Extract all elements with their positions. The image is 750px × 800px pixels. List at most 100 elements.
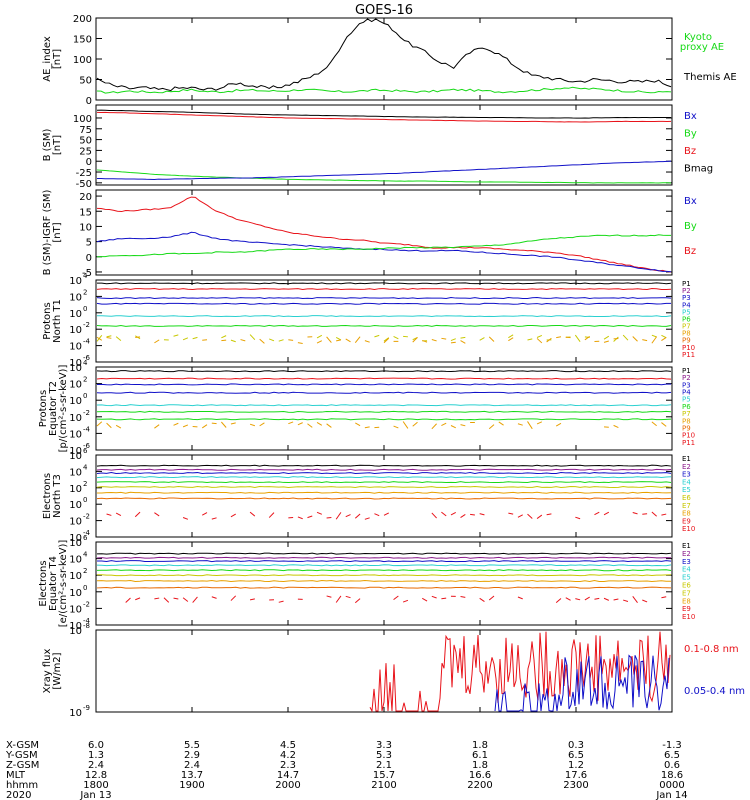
series-segment-p7 [527, 338, 533, 341]
ephemeris-value: 4.5 [280, 740, 296, 751]
ephemeris-row-label: 2020 [6, 790, 31, 800]
y-tick-label: 50 [79, 76, 92, 87]
series-segment-p8 [96, 336, 103, 341]
series-segment-e9 [154, 597, 160, 600]
y-tick-exponent: -4 [83, 529, 91, 537]
series-segment-e9 [613, 598, 619, 601]
series-segment-p8 [364, 426, 370, 429]
legend-label: E4 [682, 566, 691, 574]
series-segment-e9 [575, 516, 581, 520]
series-segment-p8 [613, 424, 619, 429]
y-tick-exponent: -6 [83, 442, 91, 450]
series-segment-p8 [441, 337, 447, 340]
y-tick-exponent: -2 [83, 513, 90, 521]
series-segment-e9 [488, 595, 495, 601]
legend-label: P3 [682, 294, 691, 302]
y-tick-label: 10 [69, 446, 82, 457]
series-segment-p8 [460, 340, 466, 344]
ephemeris-value: 1800 [83, 780, 108, 791]
series-line-e5 [96, 569, 672, 572]
ephemeris-value: 14.7 [277, 770, 299, 781]
y-tick-label: 10 [69, 451, 82, 462]
legend-label: P7 [682, 323, 691, 331]
y-tick-label: 0 [86, 96, 92, 107]
series-segment-p8 [326, 336, 332, 343]
series-segment-e9 [460, 514, 466, 519]
series-segment-e9 [307, 515, 313, 519]
y-tick-label: 10 [69, 484, 82, 495]
legend-label: E2 [682, 463, 691, 471]
y-axis-label: [e/(cm²-s-sr-keV)] [58, 540, 69, 628]
series-segment-p8 [240, 339, 246, 342]
y-tick-label: 100 [73, 55, 92, 66]
series-segment-p8 [536, 338, 543, 344]
series-segment-e9 [268, 512, 275, 518]
series-segment-p7 [249, 334, 256, 341]
series-segment-e9 [546, 513, 552, 516]
series-segment-e9 [154, 512, 160, 517]
series-segment-p8 [431, 338, 437, 342]
ephemeris-value: 2.3 [280, 760, 296, 771]
ephemeris-value: 2000 [275, 780, 300, 791]
series-line-p6 [96, 410, 672, 413]
series-segment-e9 [115, 512, 122, 517]
series-segment-p8 [383, 337, 390, 344]
series-line-e8 [96, 586, 672, 589]
series-segment-e9 [623, 599, 629, 602]
series-segment-e9 [470, 513, 475, 516]
y-tick-label: -25 [76, 168, 92, 179]
y-tick-exponent: 2 [83, 567, 87, 575]
series-segment-p7 [335, 336, 342, 341]
series-line-xray-long [369, 631, 671, 713]
series-segment-e9 [182, 517, 189, 520]
series-line-e7 [96, 580, 672, 582]
series-segment-e9 [450, 511, 456, 516]
series-segment-p7 [278, 339, 284, 342]
legend-label: P4 [682, 389, 691, 397]
y-tick-exponent: -4 [83, 425, 91, 433]
y-tick-exponent: 6 [83, 534, 88, 542]
ephemeris-value: 2100 [371, 780, 396, 791]
series-segment-p7 [182, 337, 189, 341]
series-segment-p8 [211, 422, 217, 425]
legend-label: P10 [682, 432, 695, 440]
series-segment-p8 [450, 425, 456, 429]
ephemeris-value: 6.1 [472, 750, 488, 761]
series-segment-e9 [603, 511, 610, 516]
series-line-p5 [96, 315, 672, 318]
series-line-e2 [96, 556, 672, 559]
ephemeris-row-label: X-GSM [6, 740, 39, 751]
y-tick-label: 10 [69, 276, 82, 287]
ephemeris-value: 0.6 [664, 760, 680, 771]
series-segment-e9 [211, 517, 217, 520]
series-segment-p8 [517, 423, 523, 426]
legend-label: E10 [682, 613, 695, 621]
legend-label: Kyoto [684, 32, 712, 43]
ephemeris-value: 3.3 [376, 740, 392, 751]
legend-label: 0.1-0.8 nm [684, 644, 739, 655]
series-segment-p8 [508, 337, 514, 342]
legend-label: E5 [682, 574, 691, 582]
series-segment-e9 [249, 598, 255, 601]
y-tick-label: 0 [86, 253, 92, 264]
ephemeris-value: 17.6 [565, 770, 587, 781]
legend-label: P3 [682, 381, 691, 389]
series-segment-p8 [488, 424, 495, 430]
series-line-e6 [96, 574, 672, 577]
ephemeris-value: 1.3 [88, 750, 104, 761]
ephemeris-value: 0000 [659, 780, 684, 791]
ephemeris-value: 1900 [179, 780, 204, 791]
y-tick-label: 10 [69, 358, 82, 369]
series-line-p5 [96, 404, 672, 407]
series-segment-e9 [354, 513, 361, 519]
series-segment-e9 [422, 597, 428, 602]
series-segment-e9 [536, 514, 543, 519]
legend-label: E5 [682, 486, 691, 494]
y-tick-label: 10 [69, 380, 82, 391]
y-tick-exponent: -9 [83, 704, 90, 712]
y-tick-label: 10 [69, 309, 82, 320]
y-tick-label: 10 [69, 626, 82, 637]
series-segment-p8 [422, 339, 428, 343]
legend-label: P8 [682, 417, 691, 425]
